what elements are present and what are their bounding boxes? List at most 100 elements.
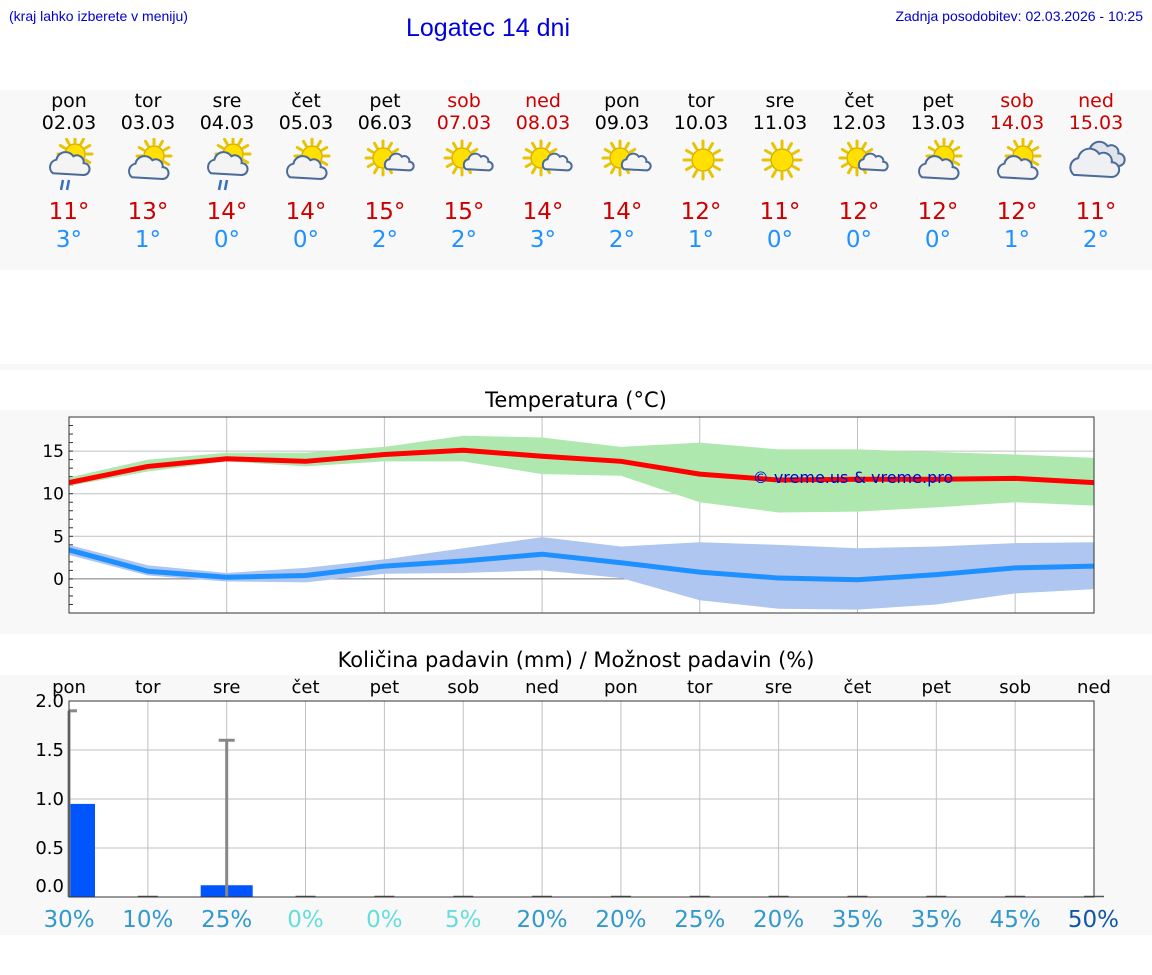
sun-cloud-icon: [918, 138, 963, 181]
y-tick-label: 1.5: [35, 740, 64, 761]
precipitation-chance: 20%: [517, 907, 568, 933]
day-header: čet 05.03: [267, 90, 346, 134]
sun-ray: [470, 148, 479, 154]
day-header: sre 11.03: [741, 90, 820, 134]
cloud-shape: [918, 155, 960, 181]
sun-ray: [445, 162, 454, 168]
precipitation-chance: 50%: [1068, 907, 1119, 933]
sun-ray: [610, 141, 616, 150]
sun-ray: [628, 148, 637, 154]
sun-ray: [79, 138, 85, 146]
sun-ray: [948, 139, 954, 148]
sun-ray: [791, 165, 800, 171]
max-temperature: 11°: [759, 199, 801, 225]
sun-ray: [320, 160, 329, 166]
day-header: sob 14.03: [978, 90, 1057, 134]
sun-ray: [366, 162, 375, 168]
plot-border: [68, 700, 1095, 898]
day-name: pet: [369, 90, 401, 112]
icon-group: [918, 138, 963, 181]
sun-ray: [162, 160, 171, 166]
day-label: sre: [213, 677, 240, 698]
sun-ray: [524, 162, 533, 168]
y-tick-label: 10: [42, 485, 64, 505]
day-date: 07.03: [436, 112, 492, 134]
day-name: pon: [51, 90, 87, 112]
y-tick-label: 0.5: [35, 838, 64, 859]
sun-ray: [771, 169, 777, 178]
min-temperature: 2°: [371, 227, 399, 253]
cloud-shape: [383, 152, 415, 172]
sun-ray: [1031, 160, 1040, 166]
day-label: pon: [604, 677, 638, 698]
icon-group: [364, 139, 415, 177]
max-temperature: 13°: [127, 199, 169, 225]
sun-ray: [320, 146, 329, 152]
max-temperature: 14°: [522, 199, 564, 225]
day-label: sob: [999, 677, 1031, 698]
icon-group: [286, 138, 331, 181]
sun-ray: [531, 141, 537, 150]
sun-ray: [387, 141, 393, 150]
min-temperature: 2°: [1082, 227, 1110, 253]
day-date: 06.03: [357, 112, 413, 134]
sun-ray: [787, 142, 793, 151]
sun-icon: [761, 139, 803, 181]
min-temperature: 0°: [845, 227, 873, 253]
rain-drop: [65, 179, 71, 191]
sun-ray: [685, 149, 694, 155]
sun-ray: [692, 169, 698, 178]
sun-ray: [708, 142, 714, 151]
last-updated: Zadnja posodobitev: 02.03.2026 - 10:25: [895, 8, 1143, 24]
max-temperature: 12°: [838, 199, 880, 225]
precipitation-chance: 20%: [753, 907, 804, 933]
y-tick-label: 5: [53, 527, 64, 547]
precipitation-chance: 35%: [911, 907, 962, 933]
sun-ray: [295, 146, 304, 152]
sun-ray: [603, 162, 612, 168]
day-date: 05.03: [278, 112, 334, 134]
temperature-chart: 15 10 5 0 © vreme.us & vreme.pro: [42, 416, 1095, 614]
sun-ray: [524, 148, 533, 154]
sun-ray: [144, 139, 150, 148]
day-date: 09.03: [594, 112, 650, 134]
sun-ray: [840, 148, 849, 154]
day-name: ned: [525, 90, 561, 112]
sun-ray: [764, 165, 773, 171]
min-temperature: 3°: [55, 227, 83, 253]
sun-ray: [840, 162, 849, 168]
sun-ray: [373, 166, 379, 175]
day-header: sob 07.03: [425, 90, 504, 134]
day-name: pon: [604, 90, 640, 112]
sun-small-cloud-icon: [443, 139, 494, 177]
precipitation-chance: 25%: [674, 907, 725, 933]
rain-drop: [59, 179, 65, 191]
icon-group: [601, 139, 652, 177]
sun-ray: [83, 144, 92, 150]
day-name: tor: [134, 90, 162, 112]
icon-group: [1069, 140, 1126, 179]
sun-icon: [682, 139, 724, 181]
max-temperature: 14°: [601, 199, 643, 225]
sun-ray: [452, 166, 458, 175]
day-label: pon: [52, 677, 86, 698]
day-name: sre: [765, 90, 795, 112]
day-label: ned: [525, 677, 559, 698]
sun-ray: [692, 142, 698, 151]
sun-ray: [934, 139, 940, 148]
day-header: pet 13.03: [899, 90, 978, 134]
min-temperature: 0°: [292, 227, 320, 253]
day-label: tor: [687, 677, 713, 698]
max-temperature: 15°: [364, 199, 406, 225]
page-title: Logatec 14 dni: [405, 14, 571, 42]
day-header: ned 15.03: [1057, 90, 1136, 134]
precipitation-chance: 35%: [832, 907, 883, 933]
cloud-shape: [286, 155, 328, 181]
max-temperature-line: [68, 447, 1095, 486]
sun-ray: [237, 138, 243, 146]
day-date: 13.03: [910, 112, 966, 134]
cloud-shape: [49, 151, 91, 177]
sun-ray: [391, 148, 400, 154]
min-temperature: 0°: [213, 227, 241, 253]
day-date: 08.03: [515, 112, 571, 134]
